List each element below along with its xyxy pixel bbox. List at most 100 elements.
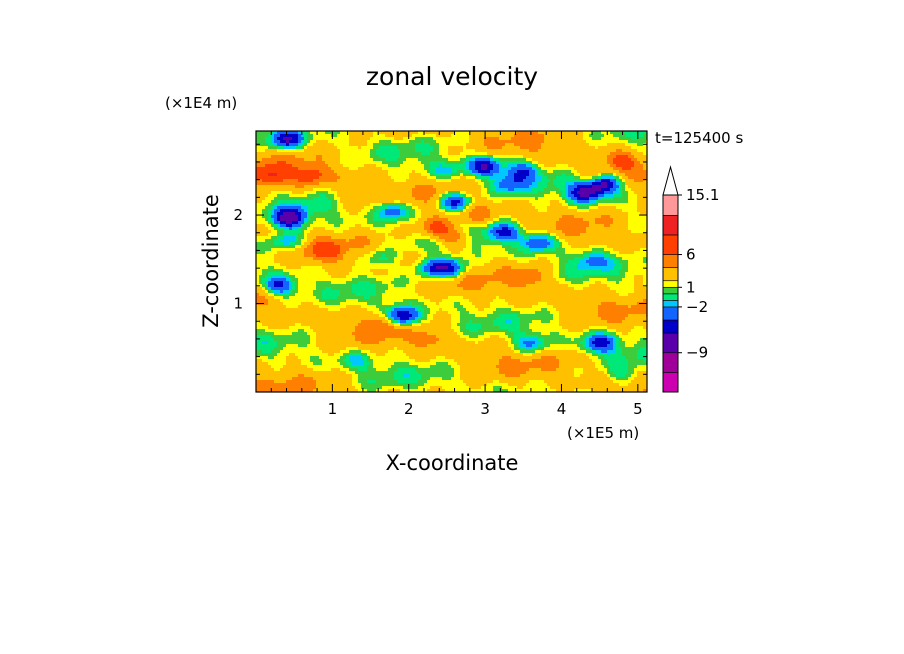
field-cell <box>268 197 272 201</box>
field-cell <box>445 173 449 177</box>
field-cell <box>298 221 302 225</box>
field-cell <box>508 230 512 234</box>
field-cell <box>358 155 362 159</box>
field-cell <box>406 218 410 222</box>
field-cell <box>574 182 578 186</box>
field-cell <box>331 185 335 189</box>
field-cell <box>571 194 575 198</box>
field-cell <box>328 167 332 171</box>
field-cell <box>589 224 593 228</box>
field-cell <box>565 215 569 219</box>
field-cell <box>490 149 494 153</box>
field-cell <box>544 230 548 234</box>
field-cell <box>433 152 437 156</box>
field-cell <box>298 179 302 183</box>
field-cell <box>289 206 293 210</box>
field-cell <box>610 236 614 240</box>
field-cell <box>631 224 635 228</box>
field-cell <box>589 221 593 225</box>
field-cell <box>517 242 521 246</box>
field-cell <box>259 185 263 189</box>
field-cell <box>322 233 326 237</box>
field-cell <box>412 134 416 138</box>
field-cell <box>610 239 614 243</box>
field-cell <box>481 227 485 231</box>
field-cell <box>277 221 281 225</box>
field-cell <box>499 230 503 234</box>
field-cell <box>286 146 290 150</box>
field-cell <box>490 167 494 171</box>
field-cell <box>376 203 380 207</box>
field-cell <box>598 191 602 195</box>
field-cell <box>337 215 341 219</box>
field-cell <box>622 167 626 171</box>
field-cell <box>301 242 305 246</box>
field-cell <box>643 170 647 174</box>
field-cell <box>607 170 611 174</box>
field-cell <box>631 236 635 240</box>
field-cell <box>430 221 434 225</box>
field-cell <box>427 143 431 147</box>
field-cell <box>421 209 425 213</box>
field-cell <box>301 206 305 210</box>
field-cell <box>571 161 575 165</box>
field-cell <box>466 206 470 210</box>
field-cell <box>412 146 416 150</box>
field-cell <box>361 140 365 144</box>
field-cell <box>529 206 533 210</box>
field-cell <box>301 173 305 177</box>
field-cell <box>562 242 566 246</box>
field-cell <box>421 179 425 183</box>
field-cell <box>592 200 596 204</box>
field-cell <box>304 152 308 156</box>
field-cell <box>442 239 446 243</box>
field-cell <box>526 170 530 174</box>
field-cell <box>604 131 608 135</box>
field-cell <box>322 203 326 207</box>
field-cell <box>613 134 617 138</box>
field-cell <box>595 200 599 204</box>
field-cell <box>364 218 368 222</box>
field-cell <box>406 194 410 198</box>
field-cell <box>277 146 281 150</box>
field-cell <box>277 158 281 162</box>
field-cell <box>427 158 431 162</box>
field-cell <box>508 152 512 156</box>
field-cell <box>478 167 482 171</box>
field-cell <box>595 224 599 228</box>
field-cell <box>340 164 344 168</box>
field-cell <box>415 137 419 141</box>
field-cell <box>367 170 371 174</box>
field-cell <box>484 206 488 210</box>
field-cell <box>292 155 296 159</box>
field-cell <box>475 164 479 168</box>
field-cell <box>421 215 425 219</box>
field-cell <box>403 242 407 246</box>
field-cell <box>604 209 608 213</box>
field-cell <box>478 194 482 198</box>
field-cell <box>547 185 551 189</box>
field-cell <box>304 209 308 213</box>
field-cell <box>433 167 437 171</box>
field-cell <box>562 170 566 174</box>
field-cell <box>328 173 332 177</box>
field-cell <box>544 224 548 228</box>
field-cell <box>478 197 482 201</box>
field-cell <box>469 224 473 228</box>
field-cell <box>310 188 314 192</box>
field-cell <box>607 233 611 237</box>
field-cell <box>298 239 302 243</box>
field-cell <box>265 185 269 189</box>
field-cell <box>583 134 587 138</box>
field-cell <box>463 155 467 159</box>
field-cell <box>619 209 623 213</box>
field-cell <box>304 140 308 144</box>
field-cell <box>553 179 557 183</box>
field-cell <box>316 197 320 201</box>
field-cell <box>319 200 323 204</box>
field-cell <box>391 191 395 195</box>
field-cell <box>484 200 488 204</box>
field-cell <box>487 188 491 192</box>
field-cell <box>376 215 380 219</box>
field-cell <box>310 239 314 243</box>
